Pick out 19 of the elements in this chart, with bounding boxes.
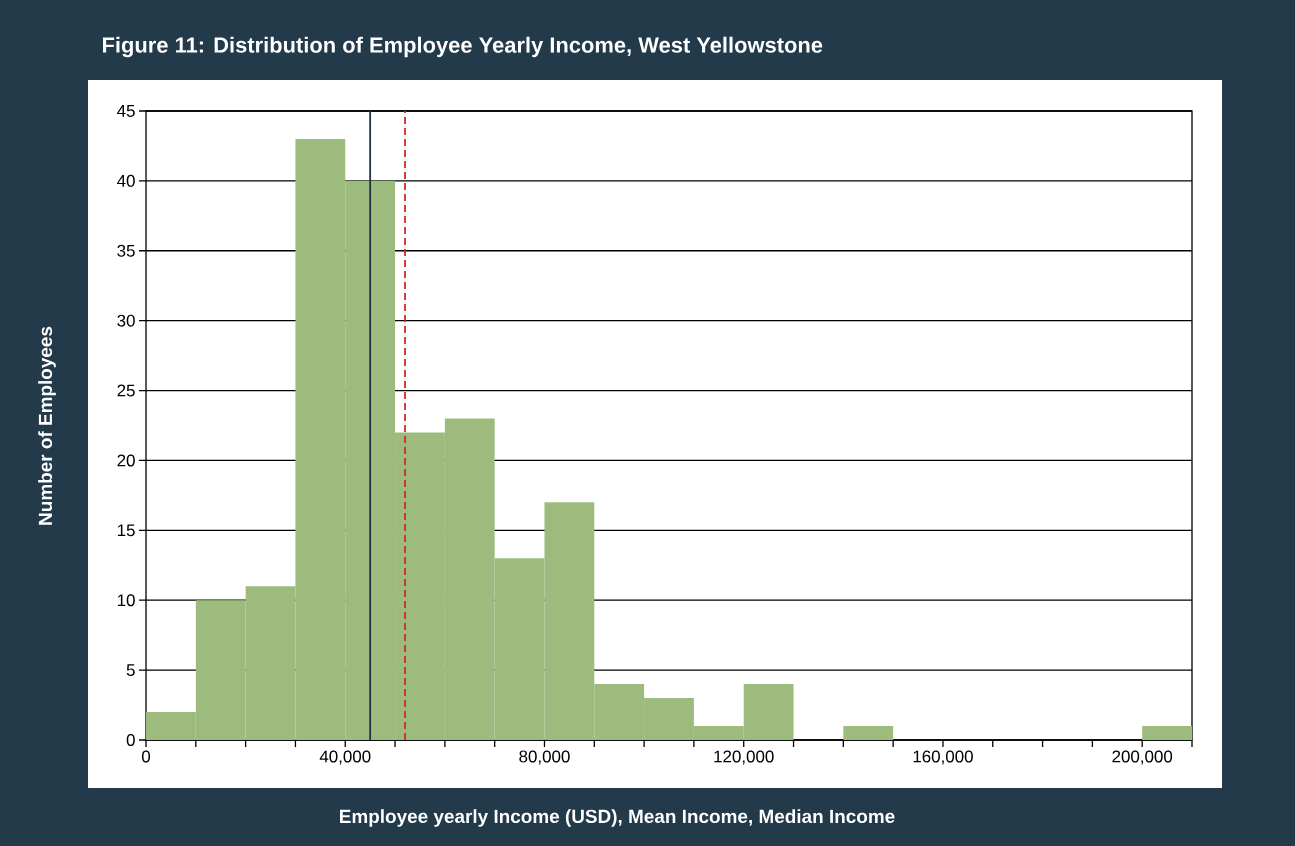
x-tick-label: 40,000 <box>319 750 371 765</box>
x-tick-label: 0 <box>141 750 151 763</box>
x-tick-label: 120,000 <box>714 750 774 765</box>
y-tick-label: 20 <box>117 454 135 467</box>
y-tick-label: 40 <box>117 174 135 187</box>
y-tick-label: 10 <box>117 594 135 607</box>
y-tick-label: 25 <box>117 384 135 397</box>
chart-title: Figure 11: Distribution of Employee Yearly Income, West Yellowstone <box>103 36 823 58</box>
x-tick-label: 160,000 <box>913 750 973 765</box>
y-tick-label: 30 <box>117 314 135 327</box>
y-tick-label: 45 <box>117 105 135 117</box>
y-tick-label: 0 <box>126 733 135 746</box>
y-tick-label: 35 <box>117 244 135 257</box>
y-tick-label: 15 <box>117 524 135 537</box>
x-tick-label: 80,000 <box>519 750 570 765</box>
y-axis-title: Number of Employees <box>38 326 56 525</box>
x-tick-label: 200,000 <box>1112 750 1173 765</box>
x-axis-title: Employee yearly Income (USD), Mean Income, Median Income <box>340 809 895 827</box>
y-tick-label: 5 <box>126 664 135 677</box>
